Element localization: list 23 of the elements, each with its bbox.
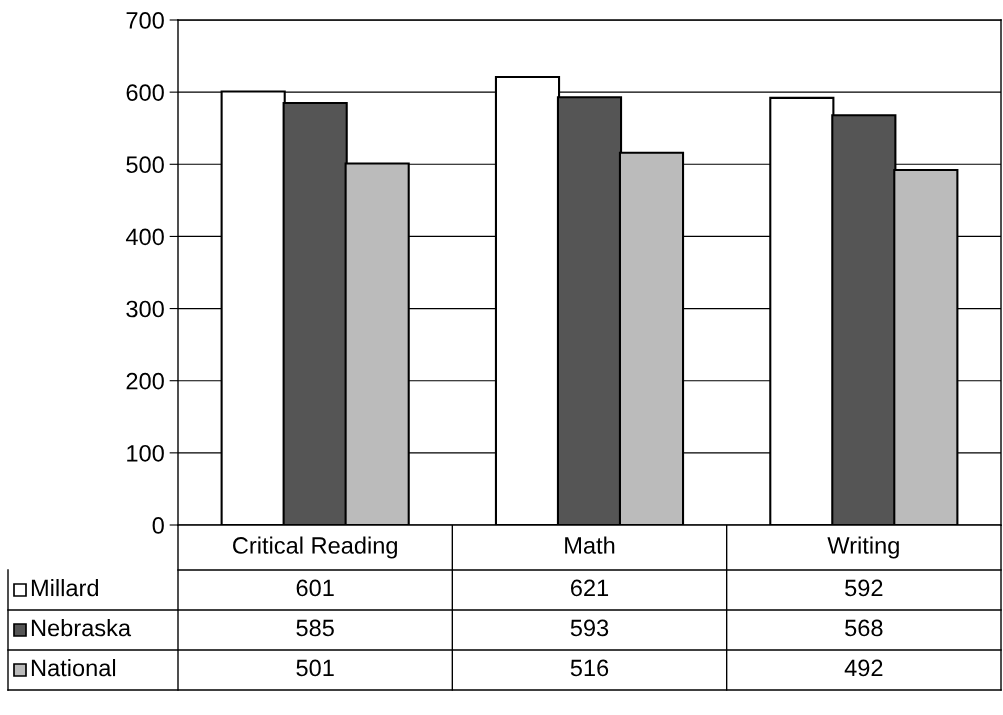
legend-label: National — [31, 658, 116, 677]
data-label: 621 — [571, 579, 609, 597]
x-tick-label: Writing — [827, 536, 899, 559]
y-tick-label: 500 — [126, 156, 164, 174]
legend-label: Millard — [31, 578, 99, 597]
y-tick-label: 0 — [152, 517, 164, 534]
data-label: 516 — [570, 659, 609, 677]
data-label: 492 — [844, 659, 883, 677]
data-label: 592 — [845, 579, 883, 597]
x-tick-label: Critical Reading — [233, 536, 397, 559]
data-label: 585 — [296, 619, 334, 637]
y-tick-label: 700 — [126, 12, 164, 29]
data-label: 568 — [845, 619, 883, 637]
y-tick-label: 400 — [125, 228, 164, 246]
data-label: 601 — [296, 579, 334, 597]
data-label: 501 — [296, 659, 334, 677]
y-tick-label: 600 — [126, 84, 164, 101]
data-label: 593 — [570, 619, 609, 637]
y-tick-label: 300 — [126, 300, 164, 318]
x-tick-label: Math — [565, 536, 615, 554]
y-tick-label: 200 — [126, 372, 164, 390]
legend-label: Nebraska — [31, 618, 132, 637]
y-tick-label: 100 — [127, 444, 164, 462]
